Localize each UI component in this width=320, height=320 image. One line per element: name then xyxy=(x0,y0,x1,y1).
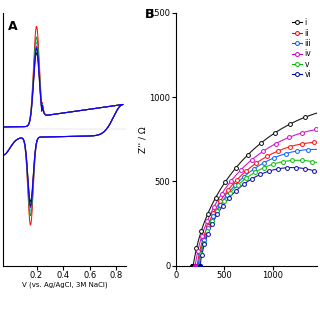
X-axis label: V (vs. Ag/AgCl, 3M NaCl): V (vs. Ag/AgCl, 3M NaCl) xyxy=(22,282,107,288)
Text: A: A xyxy=(8,20,18,33)
Legend: i, ii, iii, iv, v, vi: i, ii, iii, iv, v, vi xyxy=(291,17,313,81)
Text: B: B xyxy=(145,8,154,21)
Y-axis label: Z'' / Ω: Z'' / Ω xyxy=(139,126,148,153)
